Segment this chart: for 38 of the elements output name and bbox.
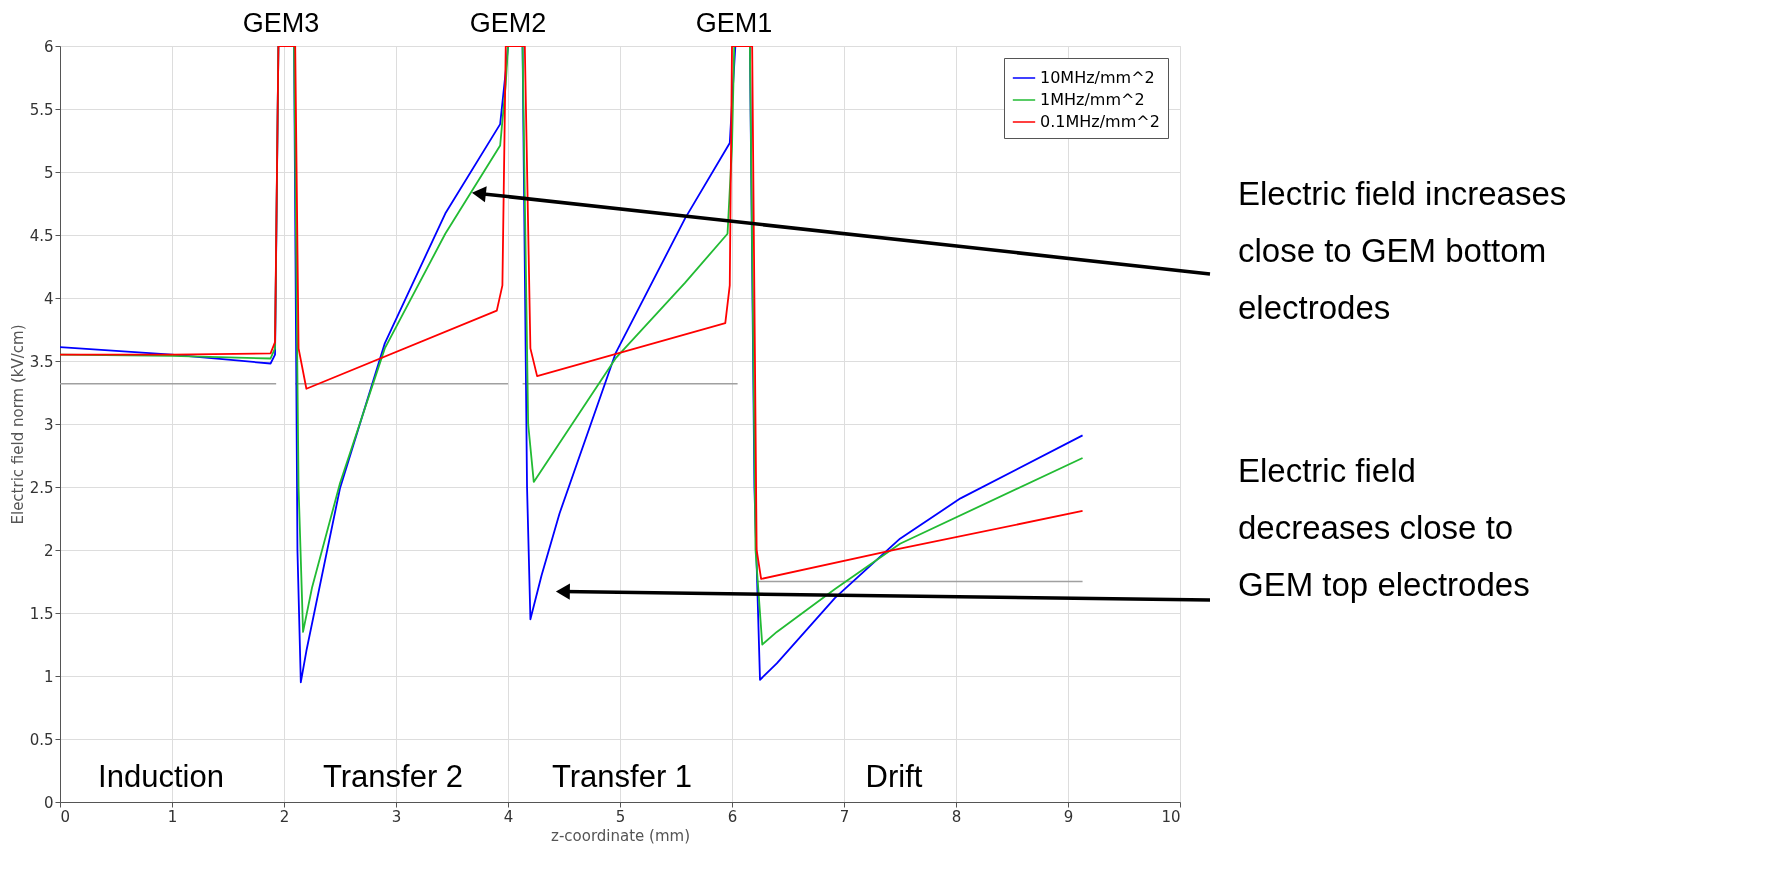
x-tick-label: 5 (615, 807, 626, 826)
y-tick-label: 1 (43, 667, 54, 686)
x-axis-title: z-coordinate (mm) (551, 826, 690, 845)
y-tick-label: 1.5 (29, 604, 54, 623)
x-tick-label: 2 (279, 807, 290, 826)
y-tick-label: 6 (43, 37, 54, 56)
annotation: Transfer 1 (551, 759, 693, 794)
annotation: Electric field increases close to GEM bottom electrodes (1238, 175, 1567, 326)
annotation: Electric field decreases close to GEM top electrodes (1238, 452, 1530, 603)
text: GEM1 (695, 8, 773, 38)
x-tick-label: 3 (391, 807, 402, 826)
legend-label: 10MHz/mm^2 (1040, 68, 1155, 87)
legend-label: 1MHz/mm^2 (1040, 90, 1145, 109)
x-tick-label: 9 (1063, 807, 1074, 826)
x-tick-label: 1 (167, 807, 178, 826)
y-tick-label: 2 (43, 541, 54, 560)
y-tick-label: 4 (43, 289, 54, 308)
annotation: Transfer 2 (322, 759, 464, 794)
y-tick-label: 0.5 (29, 730, 54, 749)
text: GEM3 (242, 8, 320, 38)
y-tick-label: 4.5 (29, 226, 54, 245)
y-tick-label: 2.5 (29, 478, 54, 497)
x-tick-label: 0 (60, 807, 71, 826)
annotation: Drift (865, 759, 923, 794)
x-tick-label: 7 (839, 807, 850, 826)
y-tick-label: 3.5 (29, 352, 54, 371)
y-tick-label: 5 (43, 163, 54, 182)
y-tick-label: 0 (43, 793, 54, 812)
x-tick-label: 4 (503, 807, 514, 826)
y-tick-label: 3 (43, 415, 54, 434)
y-axis-title: Electric field norm (kV/cm) (8, 324, 27, 525)
annotation: Induction (98, 759, 224, 794)
y-tick-label: 5.5 (29, 100, 54, 119)
x-tick-label: 6 (727, 807, 738, 826)
x-tick-label: 10 (1161, 807, 1181, 826)
text: GEM2 (469, 8, 547, 38)
legend-label: 0.1MHz/mm^2 (1040, 112, 1160, 131)
x-tick-label: 8 (951, 807, 962, 826)
